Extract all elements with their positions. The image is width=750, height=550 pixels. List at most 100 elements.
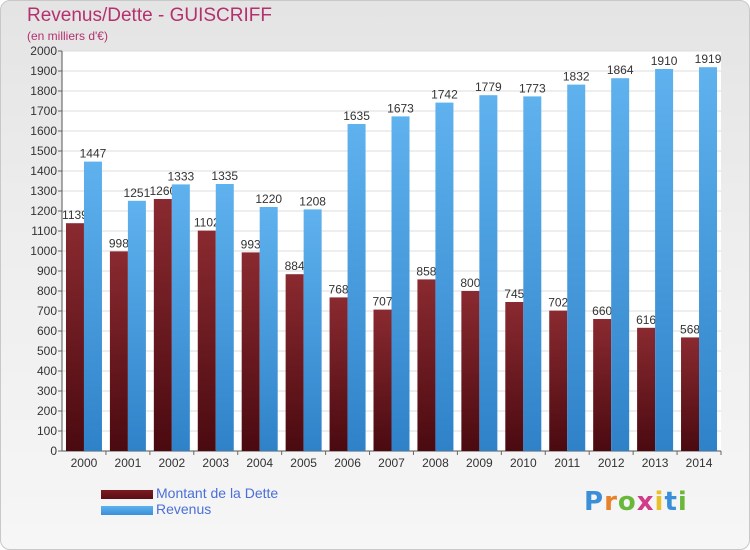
y-tick-label: 1900 xyxy=(30,64,57,78)
bar-revenue xyxy=(127,200,146,451)
y-tick-label: 1600 xyxy=(30,124,57,138)
y-tick-label: 1700 xyxy=(30,104,57,118)
bar-revenue xyxy=(523,96,542,452)
data-label-debt: 993 xyxy=(241,237,261,251)
bar-debt xyxy=(593,319,612,451)
x-tick-label: 2011 xyxy=(554,456,580,470)
data-label-debt: 998 xyxy=(109,236,129,250)
bar-revenue xyxy=(699,67,718,451)
data-label-revenue: 1864 xyxy=(607,63,634,77)
y-tick-label: 300 xyxy=(37,384,57,398)
x-tick-label: 2013 xyxy=(642,456,669,470)
proxiti-logo: Proxiti xyxy=(584,487,688,517)
x-tick-label: 2010 xyxy=(510,456,537,470)
logo-letter: t xyxy=(664,487,678,517)
chart-title: Revenus/Dette - GUISCRIFF xyxy=(27,5,272,26)
y-tick-label: 800 xyxy=(37,284,57,298)
x-tick-label: 2012 xyxy=(598,456,625,470)
data-label-revenue: 1910 xyxy=(651,54,678,68)
bar-revenue xyxy=(391,116,410,452)
bar-revenue xyxy=(347,124,366,451)
y-tick-label: 1100 xyxy=(31,224,57,238)
data-label-debt: 702 xyxy=(548,296,568,310)
y-tick-label: 200 xyxy=(37,404,57,418)
bar-debt xyxy=(153,199,172,451)
y-tick-label: 1300 xyxy=(30,184,57,198)
bar-debt xyxy=(197,230,216,451)
data-label-revenue: 1742 xyxy=(431,88,458,102)
bar-debt xyxy=(637,327,656,451)
bar-revenue xyxy=(83,161,102,451)
data-label-revenue: 1635 xyxy=(343,109,370,123)
data-label-debt: 1102 xyxy=(194,216,220,230)
bar-revenue xyxy=(259,207,278,451)
x-tick-label: 2009 xyxy=(466,456,493,470)
data-label-debt: 616 xyxy=(636,313,656,327)
data-label-debt: 768 xyxy=(329,282,349,296)
data-label-debt: 568 xyxy=(680,322,700,336)
data-label-debt: 745 xyxy=(504,287,524,301)
y-tick-label: 1200 xyxy=(30,204,57,218)
bar-debt xyxy=(549,310,568,451)
y-tick-label: 100 xyxy=(37,424,57,438)
x-tick-label: 2006 xyxy=(334,456,361,470)
x-tick-label: 2014 xyxy=(686,456,713,470)
x-tick-label: 2000 xyxy=(71,456,98,470)
chart-subtitle: (en milliers d'€) xyxy=(27,29,108,43)
data-label-revenue: 1919 xyxy=(695,52,722,66)
bar-debt xyxy=(329,297,348,451)
data-label-debt: 1260 xyxy=(149,184,176,198)
x-tick-label: 2007 xyxy=(378,456,405,470)
bar-revenue xyxy=(611,78,630,451)
y-tick-label: 1400 xyxy=(30,164,57,178)
legend-label-revenue: Revenus xyxy=(156,501,212,517)
data-label-revenue: 1773 xyxy=(519,81,546,95)
data-label-revenue: 1832 xyxy=(563,70,590,84)
bar-revenue xyxy=(303,209,322,451)
logo-letter: r xyxy=(604,487,618,517)
data-label-revenue: 1673 xyxy=(387,101,414,115)
bar-revenue xyxy=(567,84,586,451)
data-label-debt: 1139 xyxy=(62,208,88,222)
bar-debt xyxy=(461,291,480,451)
logo-letter: x xyxy=(636,487,655,517)
bar-revenue xyxy=(171,184,190,451)
x-tick-label: 2005 xyxy=(290,456,317,470)
y-tick-label: 1800 xyxy=(30,84,57,98)
bar-debt xyxy=(241,252,260,451)
logo-letter: o xyxy=(617,487,637,517)
bar-debt xyxy=(373,309,392,451)
x-tick-label: 2002 xyxy=(158,456,185,470)
data-label-revenue: 1335 xyxy=(211,169,238,183)
bar-debt xyxy=(505,302,524,451)
data-label-revenue: 1220 xyxy=(255,192,282,206)
x-tick-label: 2001 xyxy=(115,456,142,470)
y-tick-label: 2000 xyxy=(30,44,57,58)
y-tick-label: 1000 xyxy=(30,244,57,258)
y-tick-label: 900 xyxy=(37,264,57,278)
y-tick-label: 1500 xyxy=(30,144,57,158)
y-tick-label: 600 xyxy=(37,324,57,338)
data-label-revenue: 1333 xyxy=(167,169,194,183)
logo-letter: P xyxy=(584,487,605,517)
bar-revenue xyxy=(655,69,674,451)
bar-revenue xyxy=(479,95,498,451)
bar-debt xyxy=(417,279,436,451)
legend-label-debt: Montant de la Dette xyxy=(156,485,279,501)
data-label-debt: 707 xyxy=(372,295,392,309)
x-tick-label: 2004 xyxy=(246,456,273,470)
logo-letter: i xyxy=(677,487,688,517)
data-label-revenue: 1208 xyxy=(299,194,326,208)
y-tick-label: 0 xyxy=(50,444,57,458)
x-tick-label: 2008 xyxy=(422,456,449,470)
data-label-debt: 660 xyxy=(592,304,612,318)
bar-revenue xyxy=(215,184,234,451)
legend-swatch-revenue xyxy=(101,506,153,515)
logo-letter: i xyxy=(654,487,665,517)
y-tick-label: 500 xyxy=(37,344,57,358)
data-label-debt: 800 xyxy=(460,276,480,290)
data-label-debt: 858 xyxy=(416,264,436,278)
data-label-revenue: 1779 xyxy=(475,80,502,94)
